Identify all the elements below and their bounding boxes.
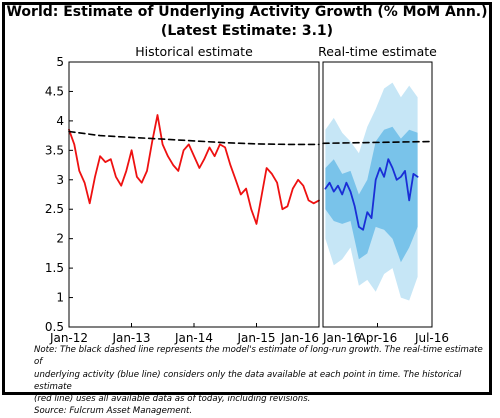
y-tick-label: 2 — [56, 232, 64, 246]
y-tick-label: 3 — [56, 173, 64, 187]
title-line-2: (Latest Estimate: 3.1) — [160, 23, 334, 39]
realtime-estimate-line — [324, 158, 419, 231]
x-tick-label: Apr-16 — [358, 331, 398, 345]
x-tick-label: Jan-16 — [322, 331, 361, 345]
y-tick-label: 1.5 — [45, 261, 64, 275]
x-tick-label: Jan-15 — [236, 331, 275, 345]
x-tick-label: Jan-13 — [111, 331, 150, 345]
panel-title-realtime: Real-time estimate — [318, 44, 437, 59]
x-tick-label: Jan-12 — [49, 331, 88, 345]
y-tick-label: 5 — [56, 55, 64, 69]
chart-note: Note: The black dashed line represents t… — [34, 344, 489, 418]
y-tick-label: 4.5 — [45, 84, 64, 98]
y-tick-label: 3.5 — [45, 143, 64, 157]
y-tick-label: 4 — [56, 114, 64, 128]
source-line: Source: Fulcrum Asset Management. — [34, 406, 193, 417]
y-tick-label: 2.5 — [45, 202, 64, 216]
panel-frame-historical — [68, 61, 320, 328]
note-line-1: Note: The black dashed line represents t… — [34, 345, 483, 368]
y-tick-label: 1 — [56, 291, 64, 305]
confidence-band-inner — [325, 126, 418, 263]
x-tick-label: Jan-14 — [174, 331, 213, 345]
x-tick-label: Jan-16 — [280, 331, 319, 345]
long-run-growth-line-historical — [68, 130, 320, 146]
y-tick-label: 0.5 — [45, 320, 64, 334]
note-line-2: underlying activity (blue line) consider… — [34, 369, 462, 392]
historical-estimate-line — [68, 114, 320, 225]
title-line-1: World: Estimate of Underlying Activity G… — [6, 4, 488, 20]
chart-title: World: Estimate of Underlying Activity G… — [0, 3, 494, 41]
chart-svg: Historical estimate Jan-12 Jan-13 Jan-14 Jan… — [45, 44, 449, 345]
panel-title-historical: Historical estimate — [135, 44, 253, 59]
long-run-growth-line-realtime — [322, 140, 433, 145]
x-tick-label: Jul-16 — [414, 331, 449, 345]
note-line-3: (red line) uses all available data as of… — [34, 394, 311, 405]
